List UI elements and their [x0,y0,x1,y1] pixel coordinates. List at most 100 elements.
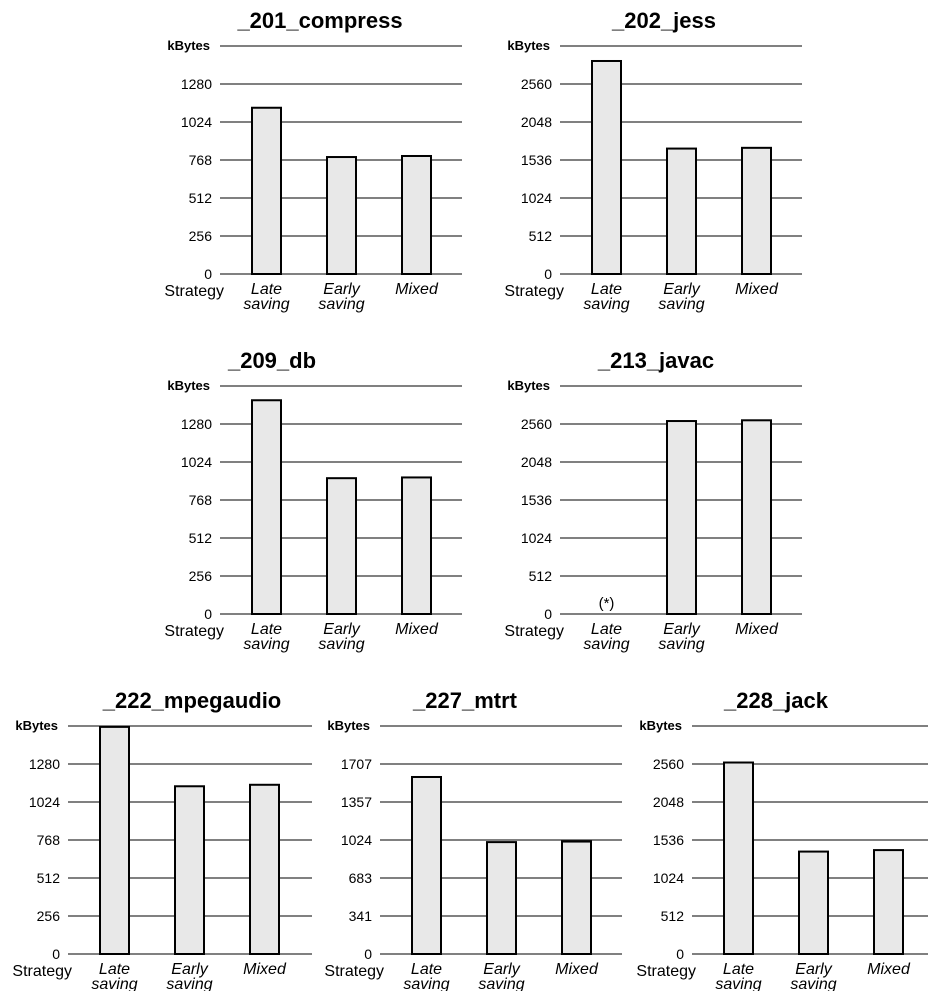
category-label: saving [478,976,524,991]
bar [741,419,772,615]
y-tick-label: 2048 [521,454,552,470]
category-label: saving [583,636,629,653]
chart-title: _201_compress [236,8,402,33]
bar [666,420,697,615]
bar [486,841,517,955]
y-tick-label: 341 [349,908,373,924]
y-tick-label: 1280 [181,76,212,92]
bar [326,477,357,615]
category-label: Early [323,281,360,298]
y-tick-label: 256 [189,228,213,244]
category-label: saving [318,636,364,653]
category-label: saving [403,976,449,991]
y-tick-label: 0 [364,946,372,962]
chart-panel: _202_jess kBytes 0 512 1024 1536 2048 2560 Strat… [504,8,802,313]
category-label: saving [166,976,212,991]
chart-panel: _222_mpegaudio kBytes 0 256 512 768 1024 1280 St… [12,688,312,991]
category-label: Late [591,621,622,638]
bar [249,783,280,955]
chart-title: _222_mpegaudio [102,688,282,713]
y-tick-label: 768 [189,152,213,168]
chart-title: _228_jack [723,688,829,713]
chart-title: _209_db [227,348,316,373]
y-unit-label: kBytes [327,718,370,733]
y-tick-label: 0 [204,266,212,282]
y-tick-label: 2560 [653,756,684,772]
y-tick-label: 1707 [341,756,372,772]
y-unit-label: kBytes [507,378,550,393]
bar [326,156,357,275]
bar [798,850,829,955]
y-tick-label: 1024 [521,530,552,546]
x-axis-title: Strategy [12,963,72,980]
category-label: Early [323,621,360,638]
y-tick-label: 512 [189,530,213,546]
category-label: Early [483,961,520,978]
y-tick-label: 256 [37,908,61,924]
x-axis-title: Strategy [504,623,564,640]
y-tick-label: 0 [52,946,60,962]
bar [666,147,697,275]
category-label: Mixed [243,961,287,978]
y-tick-label: 1280 [29,756,60,772]
chart-panel: _228_jack kBytes 0 512 1024 1536 2048 2560 Strat… [636,688,928,991]
bar [591,59,622,275]
category-label: Mixed [735,281,779,298]
y-tick-label: 512 [189,190,213,206]
category-label: Early [663,281,700,298]
chart-panel: _227_mtrt kBytes 0 341 683 1024 1357 1707 Strate… [324,688,622,991]
y-tick-label: 0 [544,606,552,622]
y-tick-label: 768 [37,832,61,848]
bar [99,725,130,955]
y-tick-label: 2560 [521,416,552,432]
y-unit-label: kBytes [15,718,58,733]
category-label: saving [658,636,704,653]
y-tick-label: 1536 [653,832,684,848]
y-tick-label: 512 [661,908,685,924]
category-label: saving [790,976,836,991]
y-tick-label: 1024 [341,832,372,848]
y-tick-label: 512 [529,228,553,244]
chart-title: _202_jess [611,8,716,33]
y-tick-label: 0 [204,606,212,622]
category-label: saving [243,296,289,313]
category-label: saving [583,296,629,313]
y-tick-label: 1357 [341,794,372,810]
bar [401,476,432,615]
y-tick-label: 1024 [521,190,552,206]
x-axis-title: Strategy [324,963,384,980]
bar [741,146,772,275]
y-tick-label: 1024 [653,870,684,886]
y-tick-label: 512 [529,568,553,584]
chart-panel: _213_javac kBytes 0 512 1024 1536 2048 2560 Stra… [504,348,802,653]
y-unit-label: kBytes [507,38,550,53]
bar [561,840,592,955]
bar [174,785,205,955]
x-axis-title: Strategy [164,283,224,300]
y-tick-label: 256 [189,568,213,584]
category-label: saving [715,976,761,991]
category-label: Late [251,621,282,638]
y-tick-label: 2048 [653,794,684,810]
bar [411,775,442,955]
y-unit-label: kBytes [167,378,210,393]
y-tick-label: 683 [349,870,373,886]
y-tick-label: 1536 [521,492,552,508]
y-tick-label: 0 [544,266,552,282]
chart-title: _227_mtrt [412,688,518,713]
y-tick-label: 2048 [521,114,552,130]
category-label: Mixed [735,621,779,638]
chart-panel: _209_db kBytes 0 256 512 768 1024 1280 Strategy L… [164,348,462,653]
category-label: Late [251,281,282,298]
category-label: saving [243,636,289,653]
category-label: Late [411,961,442,978]
y-tick-label: 2560 [521,76,552,92]
bar [873,849,904,955]
y-tick-label: 1024 [29,794,60,810]
category-label: Late [591,281,622,298]
bar-annotation: (*) [599,595,615,612]
category-label: saving [658,296,704,313]
category-label: saving [318,296,364,313]
category-label: Mixed [395,621,439,638]
